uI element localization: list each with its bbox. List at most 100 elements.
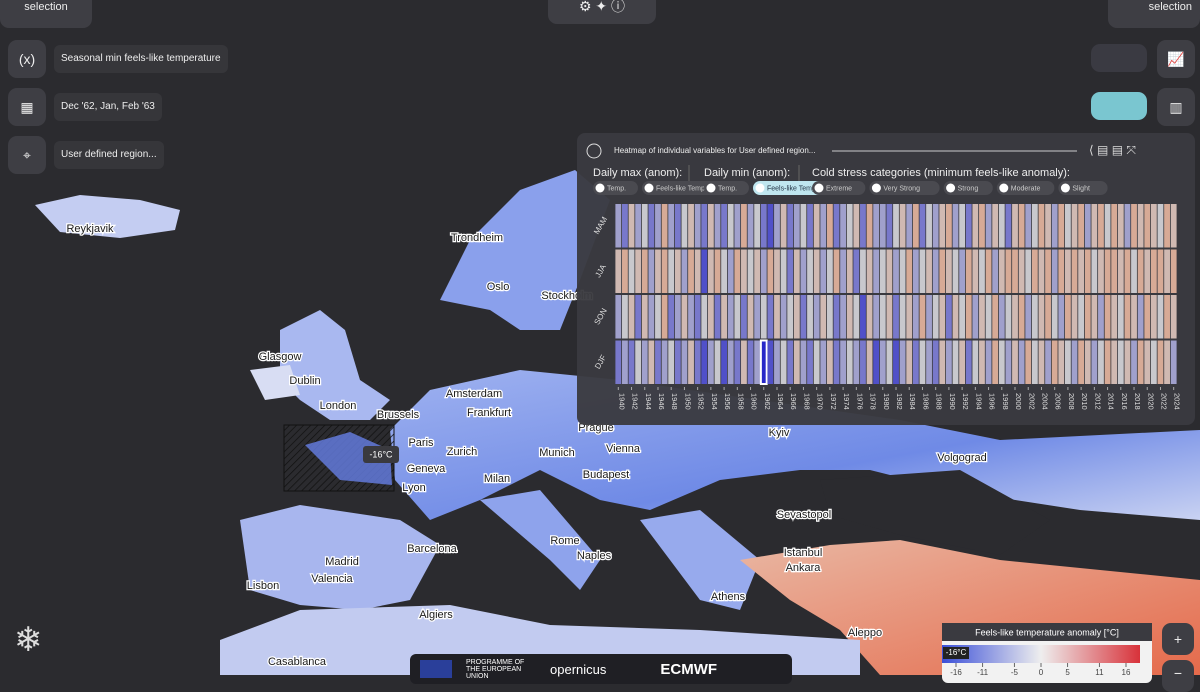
heat-cell	[866, 340, 873, 384]
x-tick-label: 2022	[1159, 393, 1168, 410]
heat-cell	[635, 340, 642, 384]
heat-cell	[926, 340, 932, 384]
heat-cell	[919, 204, 926, 248]
heat-cell	[1098, 249, 1104, 293]
period-icon[interactable]: ▦	[8, 88, 46, 126]
heat-cell	[681, 295, 688, 339]
heat-cell	[694, 295, 701, 339]
x-tick-label: 2024	[1173, 393, 1182, 410]
heat-cell	[800, 204, 807, 248]
heat-cell	[833, 340, 840, 384]
heat-cell	[893, 295, 899, 339]
heat-cell	[985, 204, 992, 248]
heat-cell	[840, 295, 847, 339]
filter-chip[interactable]	[812, 181, 866, 195]
heat-cell	[1098, 340, 1104, 384]
region-pill[interactable]: User defined region...	[54, 141, 164, 169]
heat-cell	[780, 295, 787, 339]
bar-chart-button[interactable]: ▥	[1157, 88, 1195, 126]
heat-cell	[754, 204, 761, 248]
heat-cell	[919, 295, 926, 339]
heat-cell	[1164, 295, 1170, 339]
heat-cell	[701, 249, 708, 293]
heat-cell	[701, 204, 708, 248]
thumb-heat[interactable]	[1091, 92, 1147, 120]
heat-cell	[912, 249, 919, 293]
heat-cell	[714, 340, 721, 384]
zoom-out[interactable]: −	[1162, 660, 1194, 692]
heat-cell	[820, 340, 827, 384]
heat-cell	[1025, 249, 1032, 293]
radio	[755, 183, 765, 193]
heat-cell	[701, 340, 708, 384]
heat-cell	[846, 249, 853, 293]
period-pill[interactable]: Dec '62, Jan, Feb '63	[54, 93, 162, 121]
heat-cell	[853, 340, 860, 384]
heat-cell	[674, 249, 681, 293]
line-chart-button[interactable]: 📈	[1157, 40, 1195, 78]
filter-chip[interactable]	[943, 181, 993, 195]
city-label: Budapest	[583, 469, 629, 481]
heat-cell	[840, 249, 847, 293]
refine-button[interactable]: Refine your selection	[0, 0, 92, 28]
heat-cell	[655, 340, 661, 384]
heat-cell	[979, 249, 985, 293]
heat-cell	[760, 204, 767, 248]
heat-cell	[866, 204, 873, 248]
heat-cell	[787, 249, 794, 293]
heat-cell	[1038, 340, 1045, 384]
filter-chip[interactable]	[996, 181, 1055, 195]
heat-cell	[1098, 204, 1104, 248]
heat-cell	[734, 295, 741, 339]
heat-cell	[826, 249, 833, 293]
heat-cell	[1091, 249, 1098, 293]
heat-cell	[1031, 295, 1038, 339]
heat-cell	[992, 340, 999, 384]
heat-cell	[820, 295, 827, 339]
region-icon[interactable]: ⌖	[8, 136, 46, 174]
panel-tools[interactable]: ⟨ ▤ ▤ ⤧	[1089, 143, 1136, 157]
heat-cell	[668, 295, 675, 339]
visualise-button[interactable]: Visualise your selection	[1108, 0, 1200, 28]
filter-chip[interactable]	[593, 181, 638, 195]
heat-cell	[945, 204, 952, 248]
heat-cell	[688, 295, 694, 339]
heat-cell	[1131, 295, 1137, 339]
heat-cell	[661, 295, 668, 339]
heat-cell	[780, 340, 787, 384]
filter-chip[interactable]	[1058, 181, 1108, 195]
heat-cell	[1137, 249, 1144, 293]
heat-cell	[893, 249, 899, 293]
heat-cell	[648, 249, 655, 293]
heat-cell	[721, 340, 727, 384]
heat-cell	[681, 249, 688, 293]
heat-cell	[1071, 249, 1078, 293]
city-label: Lyon	[402, 482, 425, 494]
colorbar-tick-label: -16	[950, 668, 962, 675]
heat-cell	[886, 249, 893, 293]
heat-cell	[1157, 249, 1164, 293]
heat-cell	[641, 295, 648, 339]
heat-cell	[998, 204, 1005, 248]
heat-cell	[998, 295, 1005, 339]
filter-chip[interactable]	[869, 181, 940, 195]
x-tick-label: 1942	[631, 393, 640, 410]
x-tick-label: 1996	[988, 393, 997, 410]
heat-cell	[759, 339, 768, 385]
heat-cell	[714, 249, 721, 293]
x-tick-label: 1992	[961, 393, 970, 410]
heat-cell	[628, 204, 635, 248]
city-label: Oslo	[487, 281, 510, 293]
heat-cell	[767, 295, 774, 339]
heat-cell	[1084, 204, 1091, 248]
zoom-in[interactable]: +	[1162, 623, 1194, 655]
thumb-line[interactable]	[1091, 44, 1147, 72]
variable-icon[interactable]: (x)	[8, 40, 46, 78]
filter-chip[interactable]	[704, 181, 749, 195]
variable-pill[interactable]: Seasonal min feels-like temperature	[54, 45, 228, 73]
row-label: JJA	[593, 262, 608, 279]
heat-cell	[919, 249, 926, 293]
heat-cell	[919, 340, 926, 384]
city-label: Ankara	[786, 562, 822, 574]
